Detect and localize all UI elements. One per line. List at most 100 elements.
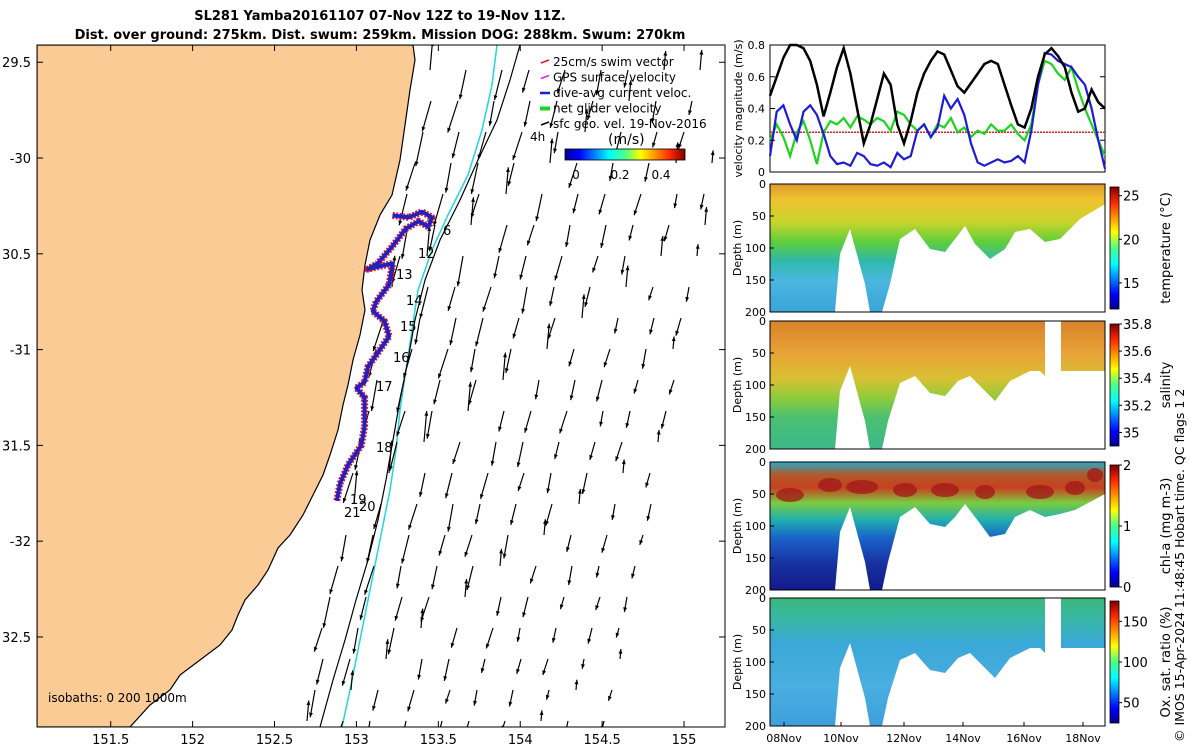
depth-tick-label: 100 [745,379,766,392]
profile-data-area [770,598,1105,726]
date-tick-label: 10Nov [823,732,859,745]
depth-tick-label: 200 [745,306,766,319]
map-ytick-label: 29.5 [2,56,31,71]
map-xtick-label: 153 [344,733,369,748]
map-xtick-label: 151.5 [92,733,129,748]
date-tick-label: 12Nov [886,732,922,745]
depth-tick-label: 150 [745,688,766,701]
colorbar-tick: 0 [572,168,580,182]
date-tick-label: 08Nov [766,732,802,745]
speed-colorbar [564,148,686,161]
depth-tick-label: 50 [752,210,766,223]
legend-entry: dive-avg current veloc. [553,86,691,100]
depth-tick-label: 200 [745,720,766,733]
map-ytick-label: 30.5 [2,248,31,263]
colorbar-tick-label: 0 [1123,581,1131,596]
profile-data-area [770,321,1105,449]
depth-axis-label: Depth (m) [731,498,744,554]
date-tick-label: 16Nov [1006,732,1042,745]
map-xtick-label: 152 [180,733,205,748]
profile-data-area [770,462,1105,590]
surface-velocity-arrows [306,45,715,727]
legend-entry: 25cm/s swim vector [553,55,674,69]
colorbar-tick-label: 35.2 [1123,399,1152,414]
chart-title-line1: SL281 Yamba20161107 07-Nov 12Z to 19-Nov… [194,9,566,24]
legend-entry: GPS surface velocity [553,71,676,85]
imos-credit: © IMOS 15-Apr-2024 11:48:45 Hobart time.… [1172,389,1187,742]
depth-tick-label: 150 [745,552,766,565]
depth-tick-label: 50 [752,347,766,360]
date-tick-label: 18Nov [1065,732,1101,745]
track-day-label: 14 [406,294,423,309]
legend-entry: net glider velocity [553,102,661,116]
track-day-label: 6 [443,224,451,239]
depth-tick-label: 0 [759,178,766,191]
track-day-label: 21 [344,506,361,521]
chart-title-line2: Dist. over ground: 275km. Dist. swum: 25… [74,28,686,43]
track-day-label: 15 [400,320,417,335]
depth-tick-label: 0 [759,592,766,605]
map-ytick-label: 31.5 [2,439,31,454]
depth-tick-label: 150 [745,411,766,424]
depth-tick-label: 150 [745,274,766,287]
velocity-series-line [768,51,1107,170]
date-tick-label: 14Nov [945,732,981,745]
map-panel: 151.5 152 152.5 153 153.5 154 154.5 155 29.5 -30 3… [2,44,726,748]
velocity-series-line [768,43,1106,149]
track-day-label: 12 [418,247,435,262]
velocity-ytick-label: 0.4 [748,103,766,116]
velocity-ytick-label: 0.2 [748,134,766,147]
depth-axis-label: Depth (m) [731,357,744,413]
velocity-ytick-label: 0.6 [748,71,766,84]
colorbar-label: salinity [1159,361,1174,408]
track-day-label: 18 [376,441,393,456]
colorbar-tick-label: 150 [1123,615,1148,630]
track-day-label: 20 [359,500,376,515]
map-ytick-label: -30 [10,152,31,167]
track-day-label: 17 [376,380,393,395]
track-day-label: 13 [396,268,413,283]
track-day-label: 16 [393,351,410,366]
depth-tick-label: 50 [752,624,766,637]
profile-panel: 0 50 100 150 200 Depth (m) 15 20 25 temperature (… [731,178,1174,319]
profile-panel: 0 50 100 150 200 Depth (m) 50 100 150 Ox. sat. ra… [731,592,1174,733]
legend-entry: sfc geo. vel. 19-Nov-2016 [553,117,707,131]
profile-panel: 0 50 100 150 200 Depth (m) 35 35.2 35.4 35.6 35.8 s… [731,315,1174,456]
isobath-200m [341,45,498,727]
depth-tick-label: 100 [745,520,766,533]
colorbar [1109,186,1120,310]
colorbar [1109,464,1120,588]
map-xtick-label: 155 [672,733,697,748]
colorbar-tick-label: 15 [1123,277,1140,292]
depth-axis-label: Depth (m) [731,634,744,690]
track-line [336,211,433,501]
map-xtick-label: 154.5 [584,733,621,748]
depth-tick-label: 0 [759,315,766,328]
depth-axis-label: Depth (m) [731,220,744,276]
colorbar-tick-label: 2 [1123,459,1131,474]
colorbar-unit: (m/s) [608,132,645,148]
land-area [37,45,416,727]
colorbar-label: chl-a (mg m-3) [1159,478,1174,575]
velocity-ytick-label: 0.8 [748,39,766,52]
map-ytick-label: -32 [10,535,31,550]
depth-tick-label: 200 [745,584,766,597]
track-day-label: 19 [350,493,367,508]
colorbar [1109,600,1120,724]
map-ytick-label: 32.5 [2,631,31,646]
velocity-ytick-label: 0 [758,166,765,179]
profile-data-area [770,184,1105,312]
colorbar [1109,323,1120,447]
colorbar-tick-label: 35.6 [1123,345,1152,360]
colorbar-tick-label: 35 [1123,426,1140,441]
colorbar-tick: 0.2 [610,168,629,182]
depth-tick-label: 100 [745,242,766,255]
profile-panel: 0 50 100 150 200 Depth (m) 0 1 2 chl-a (mg m-3) [731,456,1174,597]
colorbar-tick-label: 100 [1123,656,1148,671]
depth-tick-label: 100 [745,656,766,669]
glider-track [333,208,436,502]
colorbar-tick: 0.4 [651,168,670,182]
colorbar-label: Ox. sat. ratio (%) [1159,607,1174,718]
